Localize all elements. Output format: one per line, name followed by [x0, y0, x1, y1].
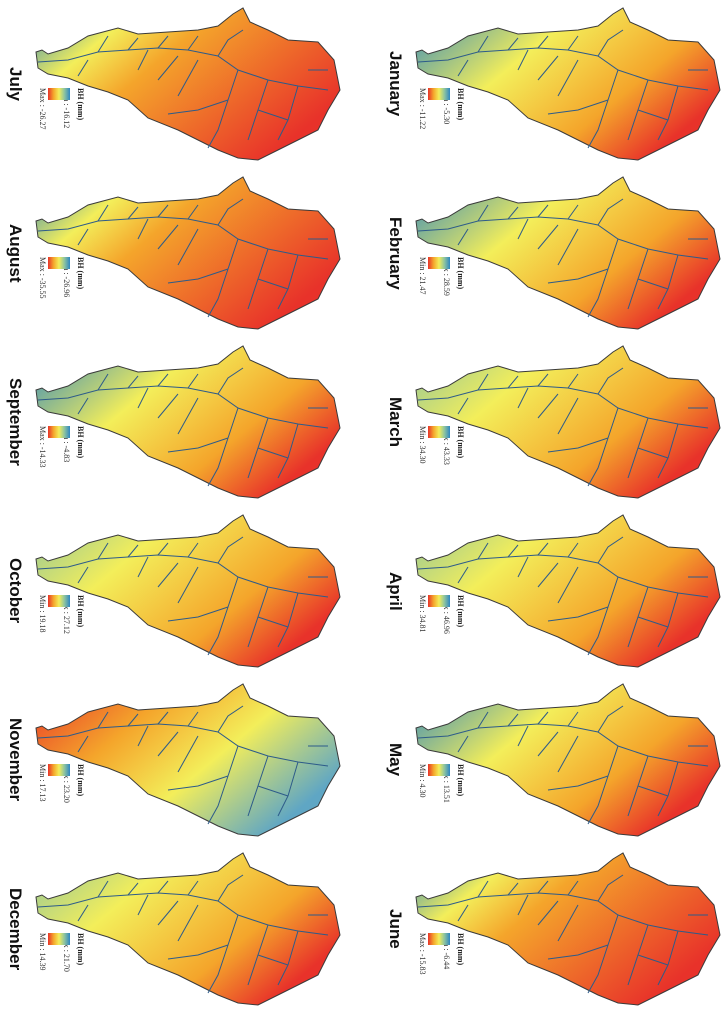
legend-color-ramp	[428, 764, 450, 776]
legend-first-value: Max : 43.33	[442, 426, 451, 465]
legend-first-value: Max : 21.70	[62, 933, 71, 972]
legend-second-value: Max : -35.55	[38, 257, 47, 299]
legend-first-value: Min : -26.96	[62, 257, 71, 298]
legend-title: BH (mm)	[456, 933, 465, 966]
watershed-map	[408, 845, 724, 1013]
legend-title: BH (mm)	[456, 88, 465, 121]
legend-title: BH (mm)	[76, 764, 85, 797]
watershed-map	[28, 338, 344, 506]
map-legend: BH (mm) Min : -6.44 Max : -15.83	[416, 933, 476, 1003]
legend-first-value: Min : -5.30	[442, 88, 451, 125]
month-label: October	[6, 558, 25, 624]
legend-color-ramp	[48, 933, 70, 945]
map-legend: BH (mm) Max : 43.33 Min : 34.30	[416, 426, 476, 496]
month-map-panel-may: May BH (mm) Max : 13.51 Min : 4.30	[380, 676, 724, 844]
legend-second-value: Min : 19.18	[38, 595, 47, 633]
legend-first-value: Min : -6.44	[442, 933, 451, 970]
legend-color-ramp	[428, 257, 450, 269]
map-legend: BH (mm) Max : 46.96 Min : 34.81	[416, 595, 476, 665]
legend-second-value: Max : -26.27	[38, 88, 47, 130]
map-legend: BH (mm) Max : 28.59 Min : 21.47	[416, 257, 476, 327]
legend-title: BH (mm)	[456, 426, 465, 459]
month-label: July	[6, 66, 25, 102]
month-map-panel-december: December BH (mm) Max : 21.70 Min : 14.39	[0, 845, 344, 1013]
map-legend: BH (mm) Min : -26.96 Max : -35.55	[36, 257, 96, 327]
month-label: April	[386, 571, 405, 611]
legend-color-ramp	[48, 257, 70, 269]
watershed-map	[408, 507, 724, 675]
legend-second-value: Min : 21.47	[418, 257, 427, 295]
legend-title: BH (mm)	[76, 933, 85, 966]
watershed-map	[28, 0, 344, 168]
month-map-panel-june: June BH (mm) Min : -6.44 Max : -15.83	[380, 845, 724, 1013]
legend-first-value: Max : 23.20	[62, 764, 71, 803]
watershed-map	[28, 676, 344, 844]
legend-color-ramp	[48, 426, 70, 438]
month-label: September	[6, 378, 25, 466]
legend-second-value: Min : 34.81	[418, 595, 427, 633]
month-label: December	[6, 887, 25, 971]
month-label: June	[386, 909, 405, 949]
legend-second-value: Min : 34.30	[418, 426, 427, 464]
month-map-panel-july: July BH (mm) Min : -16.12 Max : -26.27	[0, 0, 344, 168]
month-map-panel-august: August BH (mm) Min : -26.96 Max : -35.55	[0, 169, 344, 337]
map-legend: BH (mm) Min : -4.83 Max : -14.33	[36, 426, 96, 496]
month-label: November	[6, 718, 25, 802]
legend-second-value: Min : 4.30	[418, 764, 427, 798]
month-label: January	[386, 51, 405, 117]
legend-first-value: Max : 27.12	[62, 595, 71, 634]
watershed-map	[28, 169, 344, 337]
month-map-panel-march: March BH (mm) Max : 43.33 Min : 34.30	[380, 338, 724, 506]
map-legend: BH (mm) Max : 21.70 Min : 14.39	[36, 933, 96, 1003]
watershed-map	[28, 507, 344, 675]
legend-second-value: Min : 17.13	[38, 764, 47, 802]
legend-first-value: Max : 13.51	[442, 764, 451, 803]
legend-first-value: Min : -4.83	[62, 426, 71, 463]
month-label: February	[386, 216, 405, 290]
legend-title: BH (mm)	[76, 426, 85, 459]
legend-color-ramp	[428, 933, 450, 945]
legend-second-value: Max : -15.83	[418, 933, 427, 975]
month-map-panel-april: April BH (mm) Max : 46.96 Min : 34.81	[380, 507, 724, 675]
map-legend: BH (mm) Max : 13.51 Min : 4.30	[416, 764, 476, 834]
legend-title: BH (mm)	[76, 88, 85, 121]
month-label: May	[386, 743, 405, 777]
month-map-panel-october: October BH (mm) Max : 27.12 Min : 19.18	[0, 507, 344, 675]
watershed-map	[408, 338, 724, 506]
watershed-map	[408, 676, 724, 844]
map-legend: BH (mm) Min : -5.30 Max : -11.22	[416, 88, 476, 158]
month-label: March	[386, 396, 405, 448]
legend-second-value: Max : -14.33	[38, 426, 47, 468]
month-map-panel-september: September BH (mm) Min : -4.83 Max : -14.…	[0, 338, 344, 506]
legend-color-ramp	[48, 88, 70, 100]
legend-title: BH (mm)	[76, 595, 85, 628]
month-map-panel-february: February BH (mm) Max : 28.59 Min : 21.47	[380, 169, 724, 337]
legend-second-value: Min : 14.39	[38, 933, 47, 971]
legend-first-value: Min : -16.12	[62, 88, 71, 129]
legend-second-value: Max : -11.22	[418, 88, 427, 130]
map-legend: BH (mm) Min : -16.12 Max : -26.27	[36, 88, 96, 158]
map-legend: BH (mm) Max : 23.20 Min : 17.13	[36, 764, 96, 834]
legend-color-ramp	[428, 426, 450, 438]
legend-first-value: Max : 28.59	[442, 257, 451, 296]
month-map-panel-january: January BH (mm) Min : -5.30 Max : -11.22	[380, 0, 724, 168]
month-label: August	[6, 223, 25, 283]
watershed-map	[408, 0, 724, 168]
legend-color-ramp	[48, 595, 70, 607]
legend-first-value: Max : 46.96	[442, 595, 451, 634]
legend-color-ramp	[428, 88, 450, 100]
map-legend: BH (mm) Max : 27.12 Min : 19.18	[36, 595, 96, 665]
legend-color-ramp	[428, 595, 450, 607]
watershed-map	[28, 845, 344, 1013]
month-map-panel-november: November BH (mm) Max : 23.20 Min : 17.13	[0, 676, 344, 844]
legend-color-ramp	[48, 764, 70, 776]
legend-title: BH (mm)	[76, 257, 85, 290]
legend-title: BH (mm)	[456, 764, 465, 797]
watershed-map	[408, 169, 724, 337]
legend-title: BH (mm)	[456, 595, 465, 628]
legend-title: BH (mm)	[456, 257, 465, 290]
